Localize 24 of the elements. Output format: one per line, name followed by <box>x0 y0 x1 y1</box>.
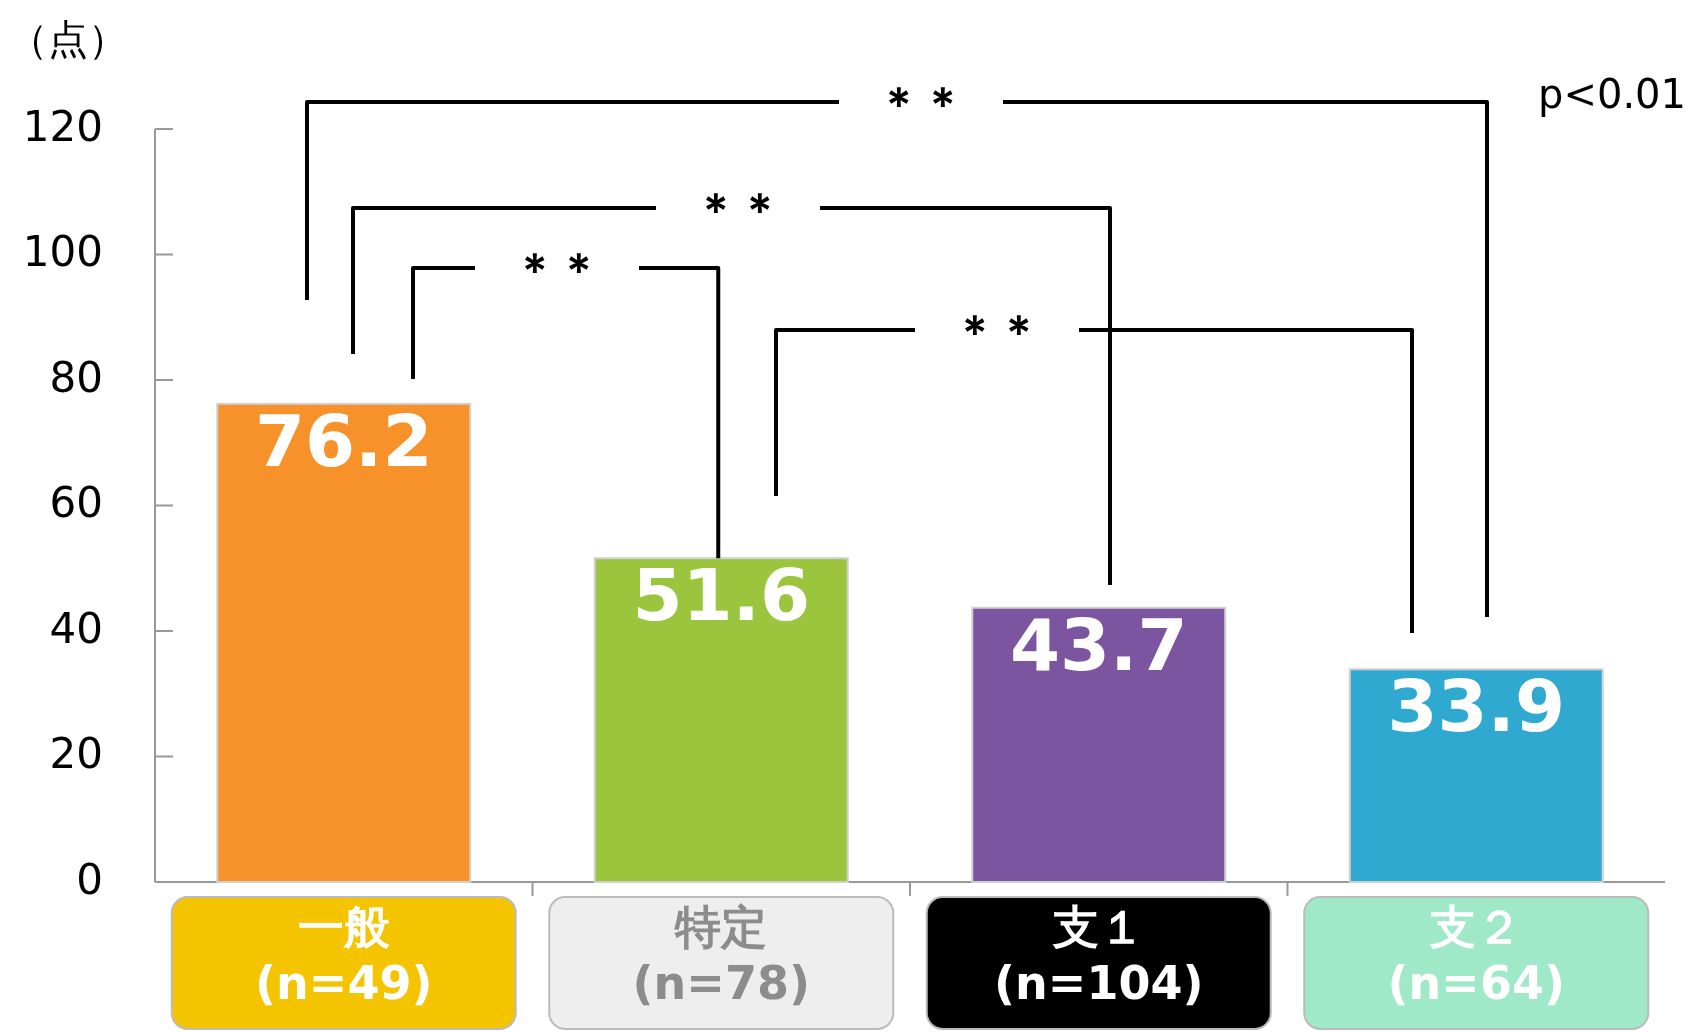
x-tick-label: 支２ (n=64) <box>1387 900 1565 1010</box>
x-tick-label: 支１ (n=104) <box>994 900 1204 1010</box>
y-axis-title: （点） <box>8 16 128 62</box>
y-tick-label: 60 <box>49 478 103 527</box>
annotation: ＊＊ <box>513 243 601 294</box>
y-tick-label: 0 <box>76 854 103 904</box>
x-tick-label: 特定 (n=78) <box>632 900 810 1010</box>
bar <box>1348 668 1604 883</box>
data-label: 43.7 <box>1009 602 1188 687</box>
data-label: 76.2 <box>254 398 433 483</box>
data-label: 33.9 <box>1387 664 1566 749</box>
y-tick-label: 80 <box>49 352 103 402</box>
y-tick-label: 40 <box>49 603 103 653</box>
y-tick-label: 100 <box>22 227 103 276</box>
x-tick-label: 一般 (n=49) <box>255 900 433 1010</box>
text: ＊＊ <box>877 77 965 128</box>
annotation: ＊＊ <box>953 305 1041 356</box>
bar <box>593 557 849 883</box>
text: p<0.01 <box>1538 71 1686 117</box>
y-tick-label: 20 <box>49 729 103 778</box>
annotation: ＊＊ <box>694 183 782 234</box>
data-label: 51.6 <box>632 553 811 638</box>
bar <box>216 402 472 883</box>
y-tick-label: 120 <box>22 101 103 151</box>
